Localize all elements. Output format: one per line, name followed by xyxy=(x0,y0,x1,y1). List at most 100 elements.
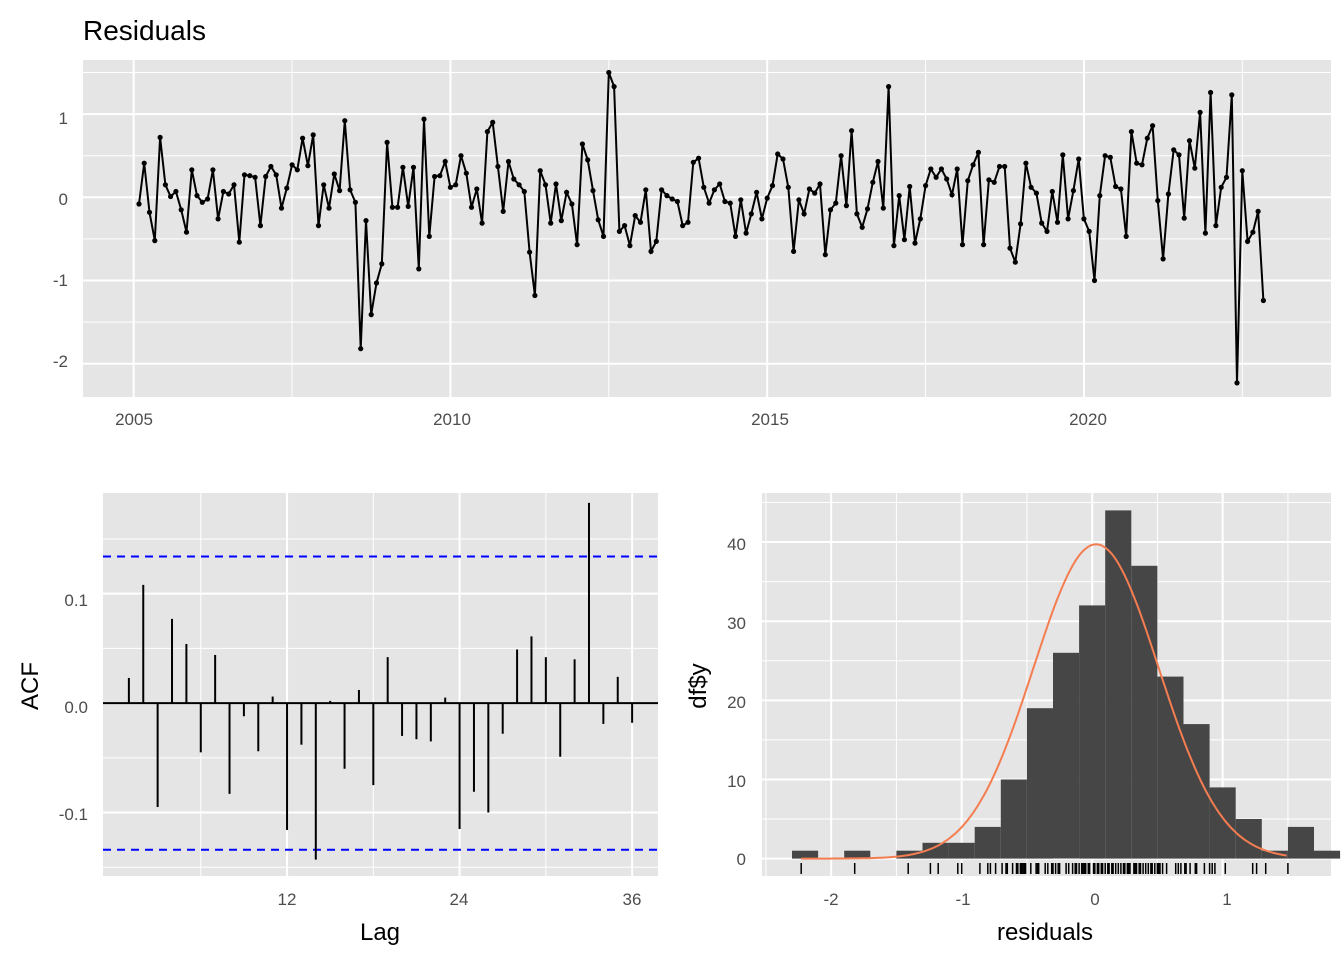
ts-point xyxy=(590,188,596,194)
ts-point xyxy=(421,116,427,122)
ts-point xyxy=(558,218,564,224)
ts-point xyxy=(785,184,791,190)
ts-point xyxy=(400,164,406,170)
ts-point xyxy=(389,204,395,210)
ts-point xyxy=(516,182,522,188)
ts-point xyxy=(1118,186,1124,192)
ts-point xyxy=(727,200,733,206)
ts-point xyxy=(199,199,205,205)
ts-point xyxy=(474,186,480,192)
ts-point xyxy=(775,151,781,157)
ts-point xyxy=(1123,233,1129,239)
ts-point xyxy=(854,211,860,217)
ts-point xyxy=(337,188,343,194)
hist-y-tick-label: 20 xyxy=(727,693,746,712)
hist-bar xyxy=(1053,652,1080,859)
ts-point xyxy=(1150,123,1156,129)
ts-point xyxy=(954,166,960,172)
ts-point xyxy=(1028,184,1034,190)
hist-x-tick-label: -1 xyxy=(955,890,970,909)
ts-point xyxy=(458,153,464,159)
ts-point xyxy=(505,158,512,165)
ts-point xyxy=(579,141,586,147)
acf-chart: 0.1 0.0 -0.1 12 24 36 Lag ACF xyxy=(17,493,658,946)
ts-point xyxy=(791,248,797,254)
ts-point xyxy=(1218,184,1224,190)
hist-y-tick-label: 30 xyxy=(727,614,746,633)
ts-point xyxy=(886,84,892,90)
acf-y-tick-label: 0.0 xyxy=(64,698,88,717)
ts-point xyxy=(944,176,950,182)
ts-point xyxy=(189,167,195,173)
ts-point xyxy=(1113,183,1119,190)
ts-point xyxy=(1155,198,1161,204)
ts-point xyxy=(701,184,707,190)
ts-point xyxy=(1239,168,1245,174)
ts-point xyxy=(838,153,844,159)
ts-point xyxy=(373,280,380,286)
ts-point xyxy=(732,233,739,239)
ts-point xyxy=(764,195,770,201)
ts-y-tick-label: 0 xyxy=(59,190,68,209)
ts-point xyxy=(669,196,675,202)
acf-y-tick-label: 0.1 xyxy=(64,591,88,610)
ts-point xyxy=(300,135,306,141)
hist-bar xyxy=(974,826,1001,859)
ts-point xyxy=(247,173,253,179)
hist-bar xyxy=(1157,676,1184,859)
ts-x-tick-label: 2015 xyxy=(751,410,789,429)
ts-point xyxy=(437,173,443,179)
ts-point xyxy=(447,184,453,190)
ts-point xyxy=(616,228,623,234)
hist-bar xyxy=(1131,565,1158,859)
hist-y-tick-labels: 40 30 20 10 0 xyxy=(727,535,746,869)
ts-point xyxy=(157,134,163,140)
ts-point xyxy=(722,198,728,205)
ts-point xyxy=(294,167,300,173)
ts-point xyxy=(210,167,216,173)
ts-point xyxy=(178,207,184,213)
acf-x-tick-label: 24 xyxy=(450,890,469,909)
ts-x-tick-label: 2010 xyxy=(433,410,471,429)
ts-point xyxy=(864,206,871,212)
ts-point xyxy=(1128,129,1134,135)
ts-point xyxy=(1107,154,1113,160)
ts-point xyxy=(849,128,855,134)
hist-x-tick-labels: -2 -1 0 1 xyxy=(823,890,1231,909)
ts-point xyxy=(1070,188,1076,194)
ts-point xyxy=(1192,165,1198,171)
ts-point xyxy=(1102,153,1108,159)
ts-point xyxy=(331,171,337,177)
hist-x-tick-label: 1 xyxy=(1222,890,1231,909)
acf-bars xyxy=(103,502,658,860)
ts-point xyxy=(606,69,612,76)
hist-x-tick-label: 0 xyxy=(1090,890,1099,909)
ts-point xyxy=(564,189,570,195)
ts-point xyxy=(690,159,696,165)
ts-point xyxy=(136,201,142,207)
ts-point xyxy=(643,187,649,193)
ts-point xyxy=(1134,160,1140,166)
ts-gridlines xyxy=(83,60,1331,397)
ts-point xyxy=(627,243,633,249)
ts-point xyxy=(241,172,248,178)
ts-point xyxy=(896,193,902,199)
ts-point xyxy=(1229,92,1235,98)
ts-point xyxy=(959,242,966,248)
ts-point xyxy=(305,163,311,169)
ts-point xyxy=(1245,238,1251,244)
hist-bar xyxy=(844,850,871,859)
ts-point xyxy=(352,199,358,205)
ts-point xyxy=(843,203,850,209)
ts-point xyxy=(1086,228,1092,234)
ts-point xyxy=(738,197,744,203)
residuals-histogram-chart: 40 30 20 10 0 -2 -1 0 1 residuals df$y xyxy=(685,493,1341,946)
ts-point xyxy=(754,189,760,195)
ts-point xyxy=(949,192,955,198)
ts-point xyxy=(278,205,285,211)
ts-point xyxy=(1076,156,1082,162)
ts-point xyxy=(358,346,364,352)
ts-point xyxy=(1060,152,1066,158)
ts-point xyxy=(1139,162,1145,168)
ts-point xyxy=(991,179,997,185)
